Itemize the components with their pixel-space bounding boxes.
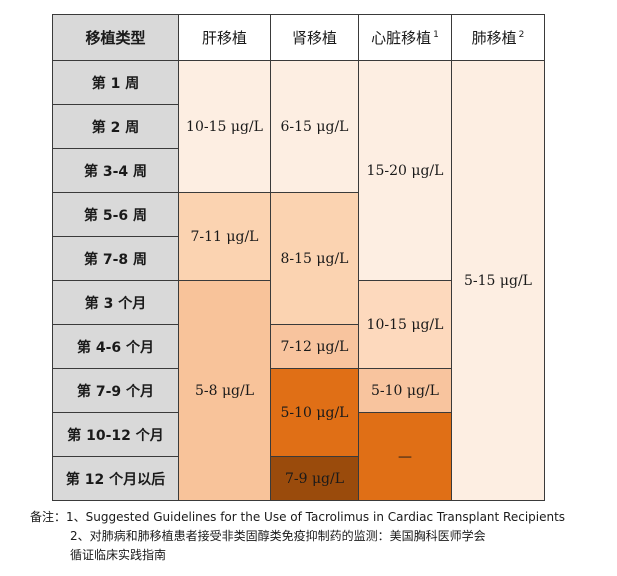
table-row: 第 10-12 个月 — (52, 412, 545, 501)
liver-range-cell: 5-8 μg/L (178, 280, 271, 501)
table-row: 第 7-8 周 (52, 236, 545, 281)
header-heart-label: 心脏移植 (371, 29, 432, 47)
header-row: 移植类型 肝移植 肾移植 心脏移植 1 肺移植 2 (52, 14, 545, 61)
table-row: 第 2 周 (52, 104, 545, 149)
lung-range-cell: 5-15 μg/L (451, 60, 545, 501)
table-row: 第 7-9 个月 5-10 μg/L 5-10 μg/L (52, 368, 545, 457)
footnote-2-continued: 循证临床实践指南 (70, 548, 167, 562)
header-kidney: 肾移植 (270, 14, 359, 61)
row-head-week-3-4: 第 3-4 周 (52, 148, 179, 193)
row-head-week-2: 第 2 周 (52, 104, 179, 149)
row-head-week-5-6: 第 5-6 周 (52, 192, 179, 237)
heart-range-cell: — (358, 412, 452, 501)
row-head-week-1: 第 1 周 (52, 60, 179, 105)
heart-range-cell: 15-20 μg/L (358, 60, 452, 281)
header-heart: 心脏移植 1 (358, 14, 452, 61)
row-head-month-3: 第 3 个月 (52, 280, 179, 325)
tacrolimus-target-table: 移植类型 肝移植 肾移植 心脏移植 1 肺移植 2 第 1 周 10-15 μg/L… (52, 14, 545, 501)
table-row: 第 5-6 周 7-11 μg/L 8-15 μg/L (52, 192, 545, 325)
table-row: 第 1 周 10-15 μg/L 6-15 μg/L 15-20 μg/L 5-… (52, 60, 545, 501)
heart-range-cell: 5-10 μg/L (358, 368, 452, 413)
heart-range-cell: 10-15 μg/L (358, 280, 452, 369)
kidney-range-cell: 7-9 μg/L (270, 456, 359, 501)
header-liver: 肝移植 (178, 14, 271, 61)
kidney-range-cell: 5-10 μg/L (270, 368, 359, 457)
footnotes: 备注：1、Suggested Guidelines for the Use of… (30, 508, 610, 565)
row-head-after-month-12: 第 12 个月以后 (52, 456, 179, 501)
header-transplant-type: 移植类型 (52, 14, 179, 61)
kidney-range-cell: 6-15 μg/L (270, 60, 359, 193)
liver-range-cell: 10-15 μg/L (178, 60, 271, 193)
header-lung: 肺移植 2 (451, 14, 545, 61)
kidney-range-cell: 8-15 μg/L (270, 192, 359, 325)
header-heart-footnote: 1 (433, 30, 439, 40)
table-row: 第 3 个月 5-8 μg/L 10-15 μg/L (52, 280, 545, 501)
footnote-1: 备注：1、Suggested Guidelines for the Use of… (30, 510, 566, 524)
table-row: 第 12 个月以后 7-9 μg/L (52, 456, 545, 501)
row-head-week-7-8: 第 7-8 周 (52, 236, 179, 281)
footnote-2: 2、对肺病和肺移植患者接受非类固醇类免疫抑制药的监测：美国胸科医师学会 (70, 529, 486, 543)
header-lung-footnote: 2 (518, 30, 525, 40)
liver-range-cell: 7-11 μg/L (178, 192, 271, 281)
row-head-month-10-12: 第 10-12 个月 (52, 412, 179, 457)
row-head-month-4-6: 第 4-6 个月 (52, 324, 179, 369)
table-row: 第 4-6 个月 7-12 μg/L (52, 324, 545, 369)
kidney-range-cell: 7-12 μg/L (270, 324, 359, 369)
row-head-month-7-9: 第 7-9 个月 (52, 368, 179, 413)
header-lung-label: 肺移植 (471, 29, 517, 47)
table-row: 第 3-4 周 (52, 148, 545, 193)
